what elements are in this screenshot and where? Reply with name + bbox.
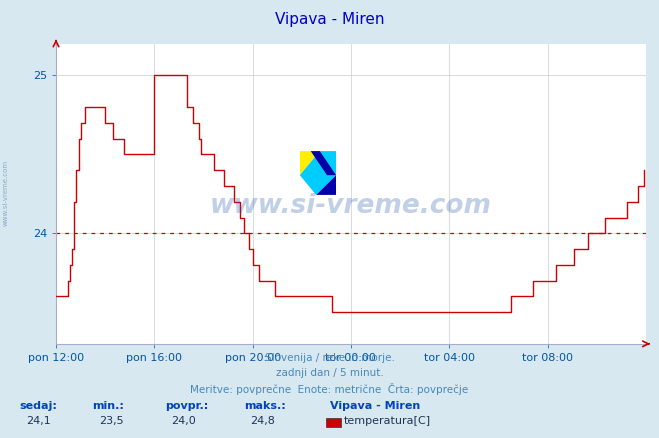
Polygon shape xyxy=(300,151,336,195)
Polygon shape xyxy=(311,151,336,175)
Text: 23,5: 23,5 xyxy=(99,417,123,426)
Polygon shape xyxy=(300,151,320,175)
Text: zadnji dan / 5 minut.: zadnji dan / 5 minut. xyxy=(275,368,384,378)
Text: min.:: min.: xyxy=(92,402,124,411)
Text: 24,1: 24,1 xyxy=(26,417,51,426)
Text: Slovenija / reke in morje.: Slovenija / reke in morje. xyxy=(264,353,395,363)
Text: maks.:: maks.: xyxy=(244,402,285,411)
Text: 24,0: 24,0 xyxy=(171,417,196,426)
Text: Vipava - Miren: Vipava - Miren xyxy=(330,402,420,411)
Text: povpr.:: povpr.: xyxy=(165,402,208,411)
Text: Vipava - Miren: Vipava - Miren xyxy=(275,12,384,27)
Text: temperatura[C]: temperatura[C] xyxy=(344,417,431,426)
Text: www.si-vreme.com: www.si-vreme.com xyxy=(210,193,492,219)
Text: sedaj:: sedaj: xyxy=(20,402,57,411)
Text: www.si-vreme.com: www.si-vreme.com xyxy=(2,160,9,226)
Text: Meritve: povprečne  Enote: metrične  Črta: povprečje: Meritve: povprečne Enote: metrične Črta:… xyxy=(190,383,469,395)
Polygon shape xyxy=(316,175,336,195)
Text: 24,8: 24,8 xyxy=(250,417,275,426)
